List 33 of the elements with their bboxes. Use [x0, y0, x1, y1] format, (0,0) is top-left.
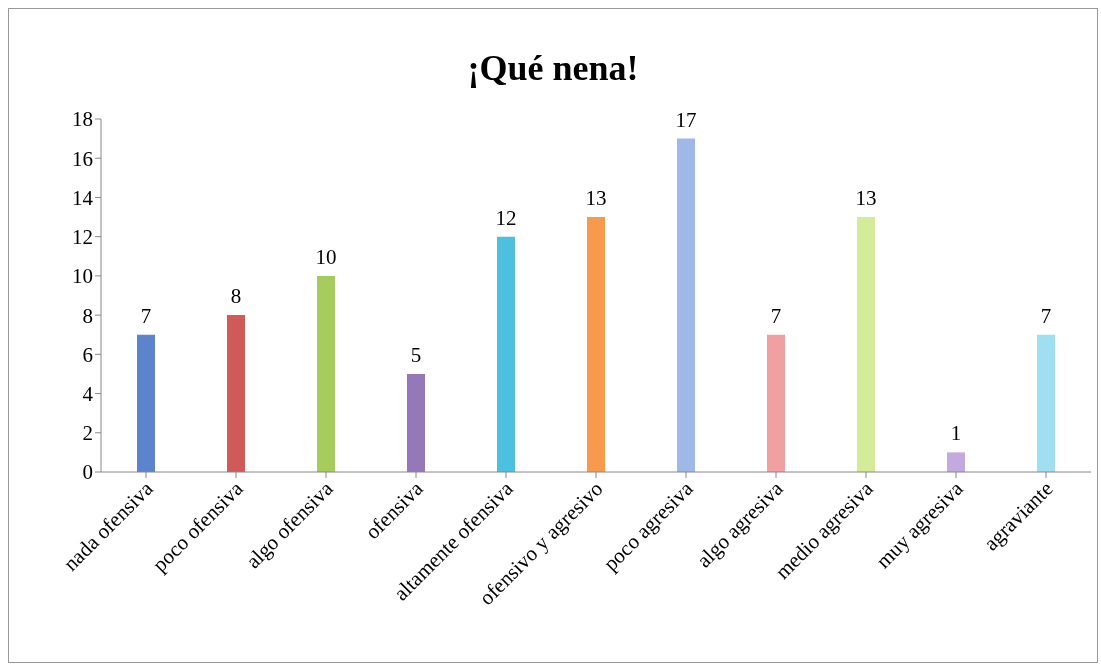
y-tick-label: 0	[82, 460, 93, 485]
data-label: 5	[410, 342, 422, 367]
data-label: 10	[315, 244, 337, 269]
bar	[587, 217, 605, 472]
y-tick-label: 12	[72, 225, 93, 250]
bar	[227, 315, 245, 472]
data-label: 17	[675, 107, 697, 132]
y-tick-label: 6	[82, 342, 93, 367]
bar	[857, 217, 875, 472]
bar	[677, 138, 695, 472]
data-label: 7	[770, 303, 782, 328]
data-label: 8	[230, 284, 242, 309]
bar	[947, 452, 965, 472]
bar	[137, 334, 155, 472]
y-tick-label: 8	[82, 303, 93, 328]
data-label: 13	[585, 186, 607, 211]
y-tick-label: 14	[72, 185, 94, 210]
data-label: 13	[855, 186, 877, 211]
data-label: 1	[950, 421, 962, 446]
bar	[767, 334, 785, 472]
y-tick-label: 18	[72, 107, 93, 132]
bar	[407, 373, 425, 472]
chart-title: ¡Qué nena!	[466, 47, 640, 89]
data-label: 7	[1040, 303, 1052, 328]
bar	[497, 236, 515, 472]
data-label: 12	[495, 205, 517, 230]
bar	[317, 275, 335, 472]
y-tick-label: 4	[82, 382, 94, 407]
bar	[1037, 334, 1055, 472]
y-tick-label: 2	[82, 421, 93, 446]
data-label: 7	[140, 303, 152, 328]
y-tick-label: 16	[72, 146, 93, 171]
y-tick-label: 10	[72, 264, 93, 289]
